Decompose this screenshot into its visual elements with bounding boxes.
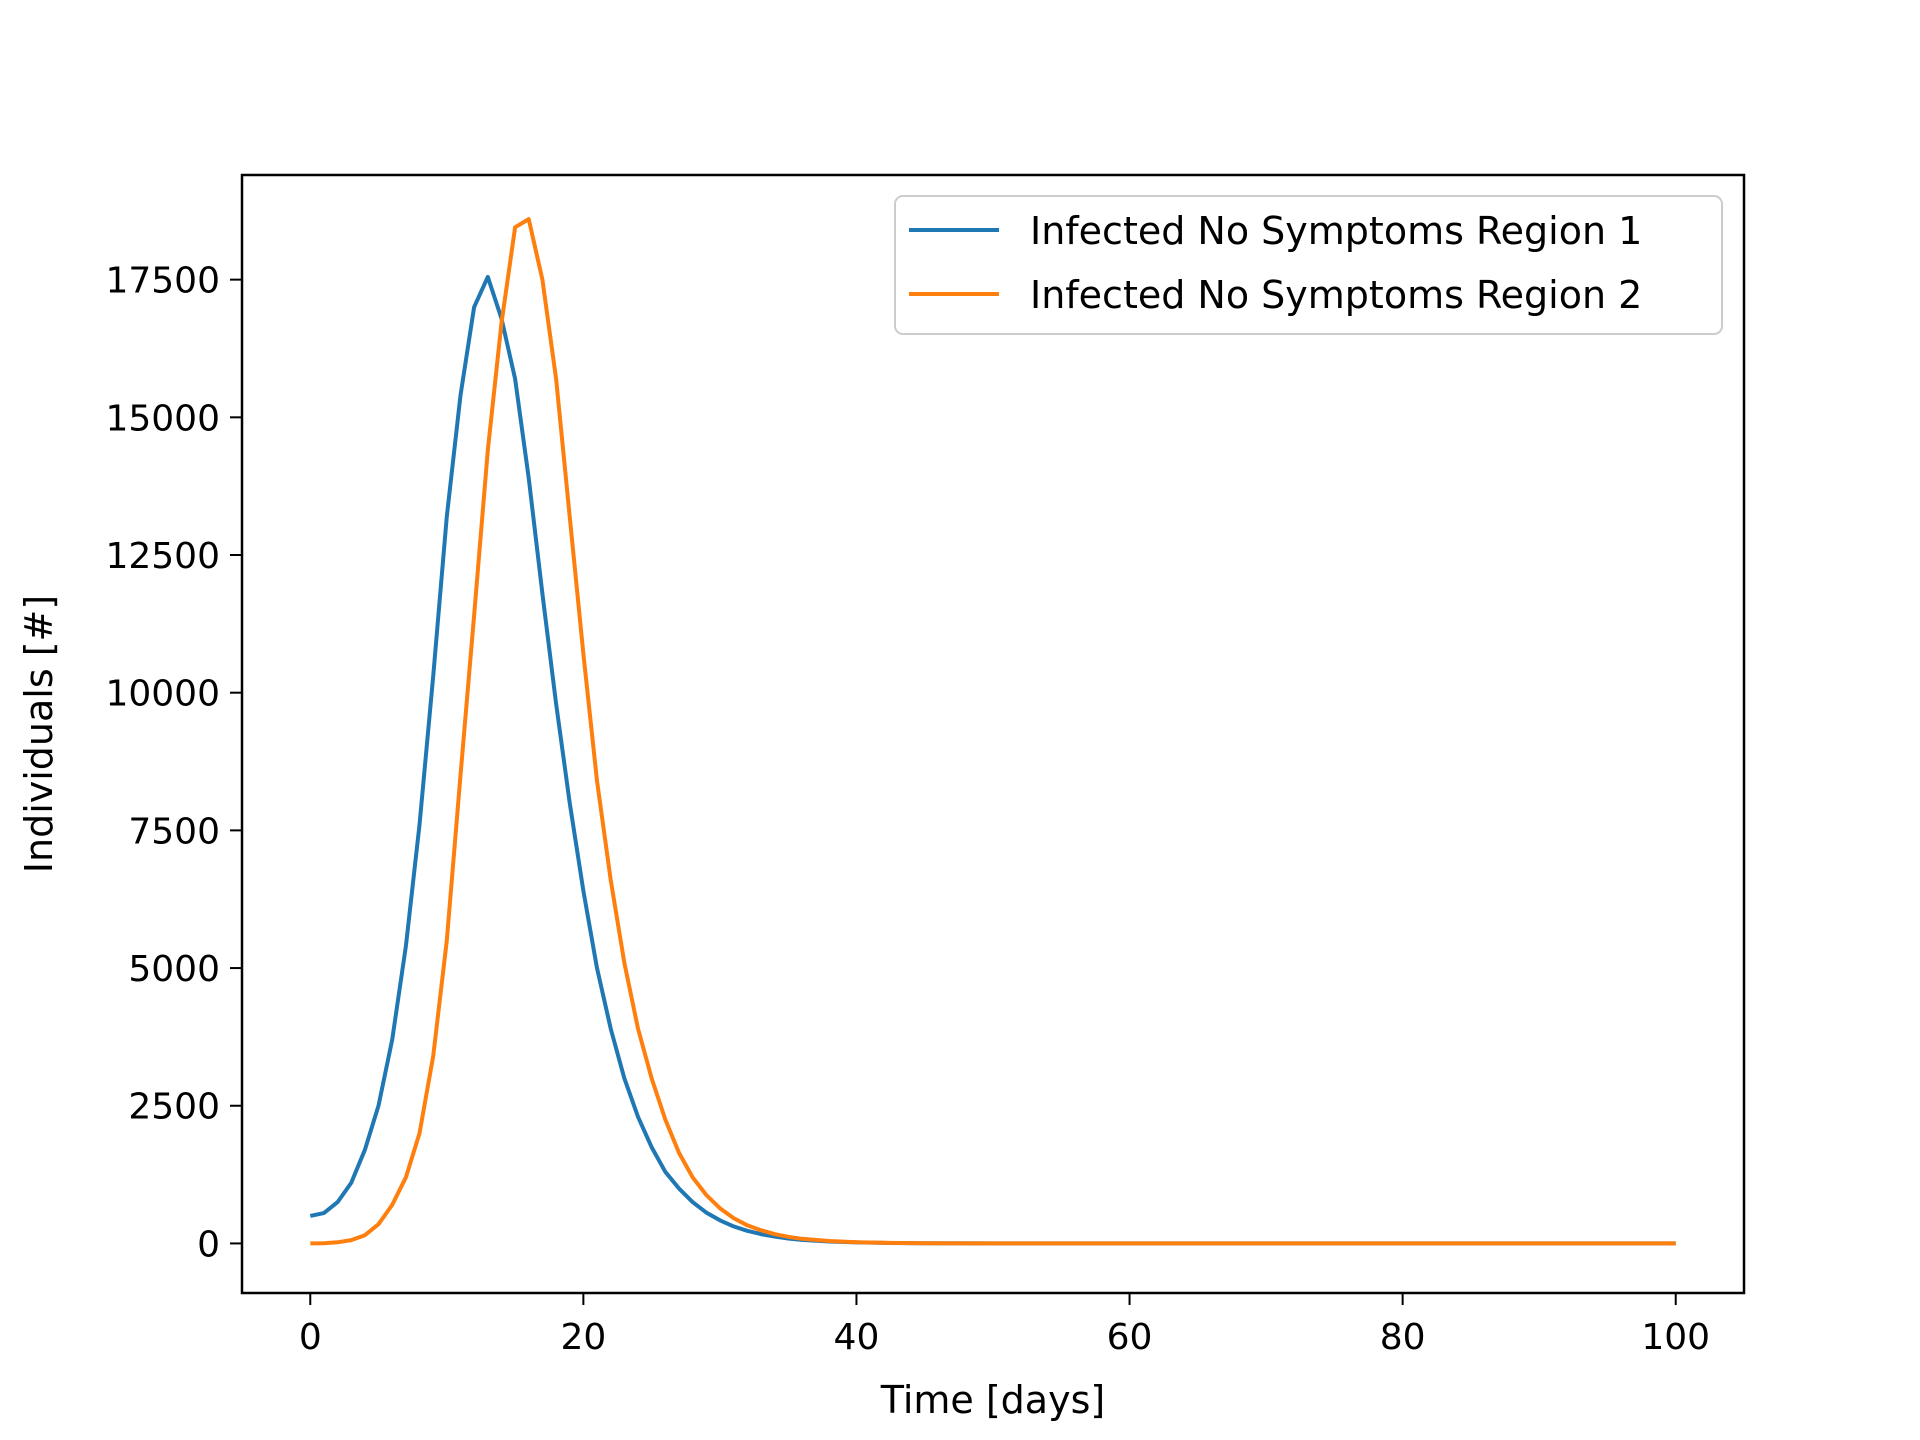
y-tick-label: 7500 [128, 811, 220, 852]
y-axis-label: Individuals [#] [17, 595, 61, 873]
y-tick-label: 12500 [105, 536, 220, 577]
y-tick-label: 0 [197, 1224, 220, 1265]
legend-label-region-1: Infected No Symptoms Region 1 [1030, 209, 1642, 253]
x-tick-label: 40 [834, 1317, 880, 1358]
legend-box [894, 195, 1723, 335]
y-axis: 0 2500 5000 7500 10000 12500 15000 17500 [105, 261, 242, 1265]
plot-area [240, 173, 1746, 1295]
x-axis-label: Time [days] [880, 1378, 1105, 1422]
x-tick-label: 80 [1380, 1317, 1426, 1358]
axes-frame [240, 173, 1746, 1295]
y-tick-label: 10000 [105, 674, 220, 715]
y-tick-label: 2500 [128, 1087, 220, 1128]
x-tick-label: 60 [1107, 1317, 1153, 1358]
x-tick-label: 20 [560, 1317, 606, 1358]
legend-label-region-2: Infected No Symptoms Region 2 [1030, 273, 1642, 317]
y-tick-label: 15000 [105, 398, 220, 439]
x-axis: 0 20 40 60 80 100 [299, 1293, 1710, 1358]
x-tick-label: 100 [1641, 1317, 1710, 1358]
series-line-region-1 [309, 274, 1676, 1246]
legend: Infected No Symptoms Region 1 Infected N… [894, 195, 1723, 335]
y-tick-label: 17500 [105, 261, 220, 302]
x-tick-label: 0 [299, 1317, 322, 1358]
y-tick-label: 5000 [128, 949, 220, 990]
series-line-region-2 [310, 217, 1676, 1246]
